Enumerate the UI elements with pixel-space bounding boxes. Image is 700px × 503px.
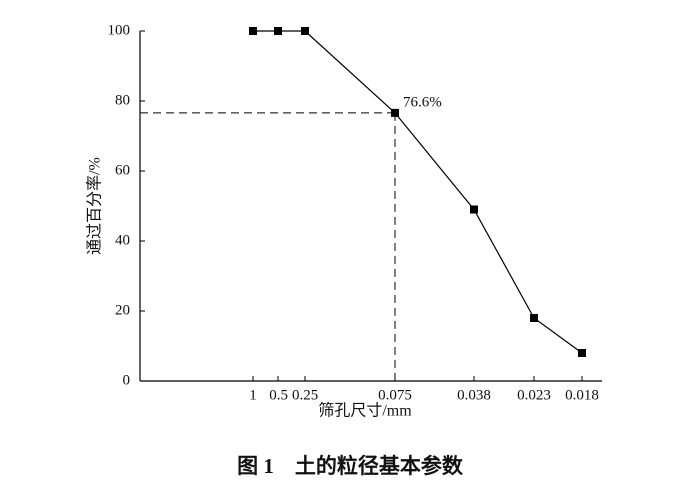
marker: [391, 108, 399, 117]
caption: 图 1 土的粒径基本参数: [237, 454, 464, 478]
data-label: 76.6%: [403, 94, 442, 110]
x-axis-label: 筛孔尺寸/mm: [318, 401, 412, 420]
x-tick-label: 0.25: [292, 387, 318, 403]
marker: [578, 349, 586, 357]
y-tick-label: 0: [123, 372, 131, 388]
y-tick-label: 60: [115, 162, 130, 178]
y-tick-label: 40: [115, 232, 130, 248]
x-tick-label: 0.038: [457, 387, 491, 403]
x-tick-label: 1: [249, 387, 257, 403]
y-tick-label: 20: [115, 302, 130, 318]
x-tick-label: 0.023: [517, 387, 551, 403]
marker: [274, 27, 282, 35]
line: [253, 30, 583, 354]
y-axis-label: 通过百分率/%: [86, 157, 104, 255]
x-tick-label: 0.075: [378, 387, 412, 403]
marker: [530, 314, 538, 322]
marker: [249, 27, 257, 35]
marker: [301, 27, 309, 35]
x-tick-label: 0.018: [565, 387, 599, 403]
marker: [470, 205, 478, 214]
y-tick-label: 80: [115, 92, 130, 108]
y-tick-label: 100: [108, 22, 131, 38]
x-tick-label: 0.5: [269, 387, 288, 403]
